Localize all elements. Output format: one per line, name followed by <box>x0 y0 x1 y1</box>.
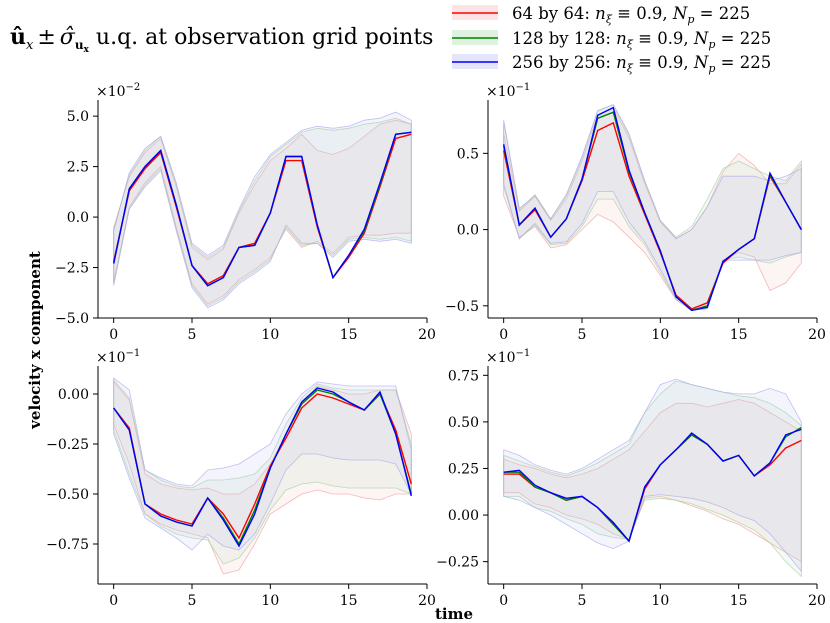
legend-label: 256 by 256: nξ ≡ 0.9, Np = 225 <box>512 53 771 75</box>
y-tick-label: −0.5 <box>445 299 479 315</box>
y-tick-label: 2.5 <box>67 160 89 176</box>
x-tick-label: 20 <box>418 593 436 609</box>
x-tick-label: 5 <box>578 327 587 343</box>
x-tick-label: 0 <box>499 593 508 609</box>
y-tick-label: −0.25 <box>436 555 479 571</box>
x-tick-label: 20 <box>808 327 826 343</box>
y-tick-label: −2.5 <box>55 261 89 277</box>
x-tick-label: 0 <box>109 593 118 609</box>
x-tick-label: 0 <box>109 327 118 343</box>
y-tick-label: 0.25 <box>448 461 479 477</box>
mean-line-256-by-256 <box>503 106 802 312</box>
uncertainty-band-256-by-256 <box>503 104 802 310</box>
y-tick-label: 0.75 <box>448 368 479 384</box>
x-axis-label: time <box>435 605 473 623</box>
subplot-bottom-left: 0 5 10 15 20 0.00 −0.25 −0.50 −0.75 ×10−1 <box>46 348 436 609</box>
mean-line-256-by-256 <box>503 428 802 543</box>
x-tick-label: 10 <box>261 593 279 609</box>
figure-title: ûx ± σ̂ux u.q. at observation grid points <box>10 24 433 55</box>
x-tick-label: 0 <box>499 327 508 343</box>
legend-entry: 128 by 128: nξ ≡ 0.9, Np = 225 <box>452 29 771 51</box>
y-tick-label: −0.75 <box>46 537 89 553</box>
legend-label: 128 by 128: nξ ≡ 0.9, Np = 225 <box>512 29 771 51</box>
y-tick-label: 0.5 <box>457 146 479 162</box>
y-tick-label: 0.00 <box>448 508 479 524</box>
subplot-bottom-right: 0 5 10 15 20 0.75 0.50 0.25 0.00 −0.25 ×10−1 <box>436 348 826 609</box>
y-tick-label: 0.00 <box>58 387 89 403</box>
legend: 64 by 64: nξ ≡ 0.9, Np = 225 128 by 128: … <box>452 4 771 75</box>
x-tick-label: 5 <box>578 593 587 609</box>
legend-entry: 64 by 64: nξ ≡ 0.9, Np = 225 <box>452 4 750 26</box>
y-tick-label: 0.0 <box>457 223 479 239</box>
subplot-top-right: 0 5 10 15 20 0.5 0.0 −0.5 ×10−1 <box>445 82 826 343</box>
axis-multiplier: ×10−1 <box>96 348 140 366</box>
x-tick-label: 15 <box>340 327 358 343</box>
axis-multiplier: ×10−1 <box>486 348 530 366</box>
x-tick-label: 10 <box>651 593 669 609</box>
legend-label: 64 by 64: nξ ≡ 0.9, Np = 225 <box>512 4 750 26</box>
axis-multiplier: ×10−1 <box>486 82 530 100</box>
mean-line-256-by-256 <box>113 131 412 287</box>
x-tick-label: 15 <box>730 593 748 609</box>
x-tick-label: 10 <box>261 327 279 343</box>
y-tick-label: 5.0 <box>67 109 89 125</box>
y-tick-label: 0.0 <box>67 210 89 226</box>
x-tick-label: 5 <box>188 593 197 609</box>
x-tick-label: 15 <box>340 593 358 609</box>
axis-multiplier: ×10−2 <box>96 82 140 100</box>
y-tick-label: 0.50 <box>448 415 479 431</box>
y-axis-label: velocity x component <box>26 251 44 430</box>
y-tick-label: −0.25 <box>46 437 89 453</box>
subplots: 0 5 10 15 20 5.0 2.5 0.0 −2.5 −5.0 ×10−2 0 5 10 15 20 0.… <box>46 82 826 609</box>
x-tick-label: 10 <box>651 327 669 343</box>
x-tick-label: 5 <box>188 327 197 343</box>
subplot-top-left: 0 5 10 15 20 5.0 2.5 0.0 −2.5 −5.0 ×10−2 <box>55 82 436 343</box>
y-tick-label: −0.50 <box>46 487 89 503</box>
y-tick-label: −5.0 <box>55 311 89 327</box>
mean-line-256-by-256 <box>113 387 412 548</box>
x-tick-label: 20 <box>808 593 826 609</box>
x-tick-label: 15 <box>730 327 748 343</box>
uncertainty-band-256-by-256 <box>113 111 412 309</box>
uncertainty-band-128-by-128 <box>503 380 802 578</box>
legend-entry: 256 by 256: nξ ≡ 0.9, Np = 225 <box>452 53 771 75</box>
x-tick-label: 20 <box>418 327 436 343</box>
